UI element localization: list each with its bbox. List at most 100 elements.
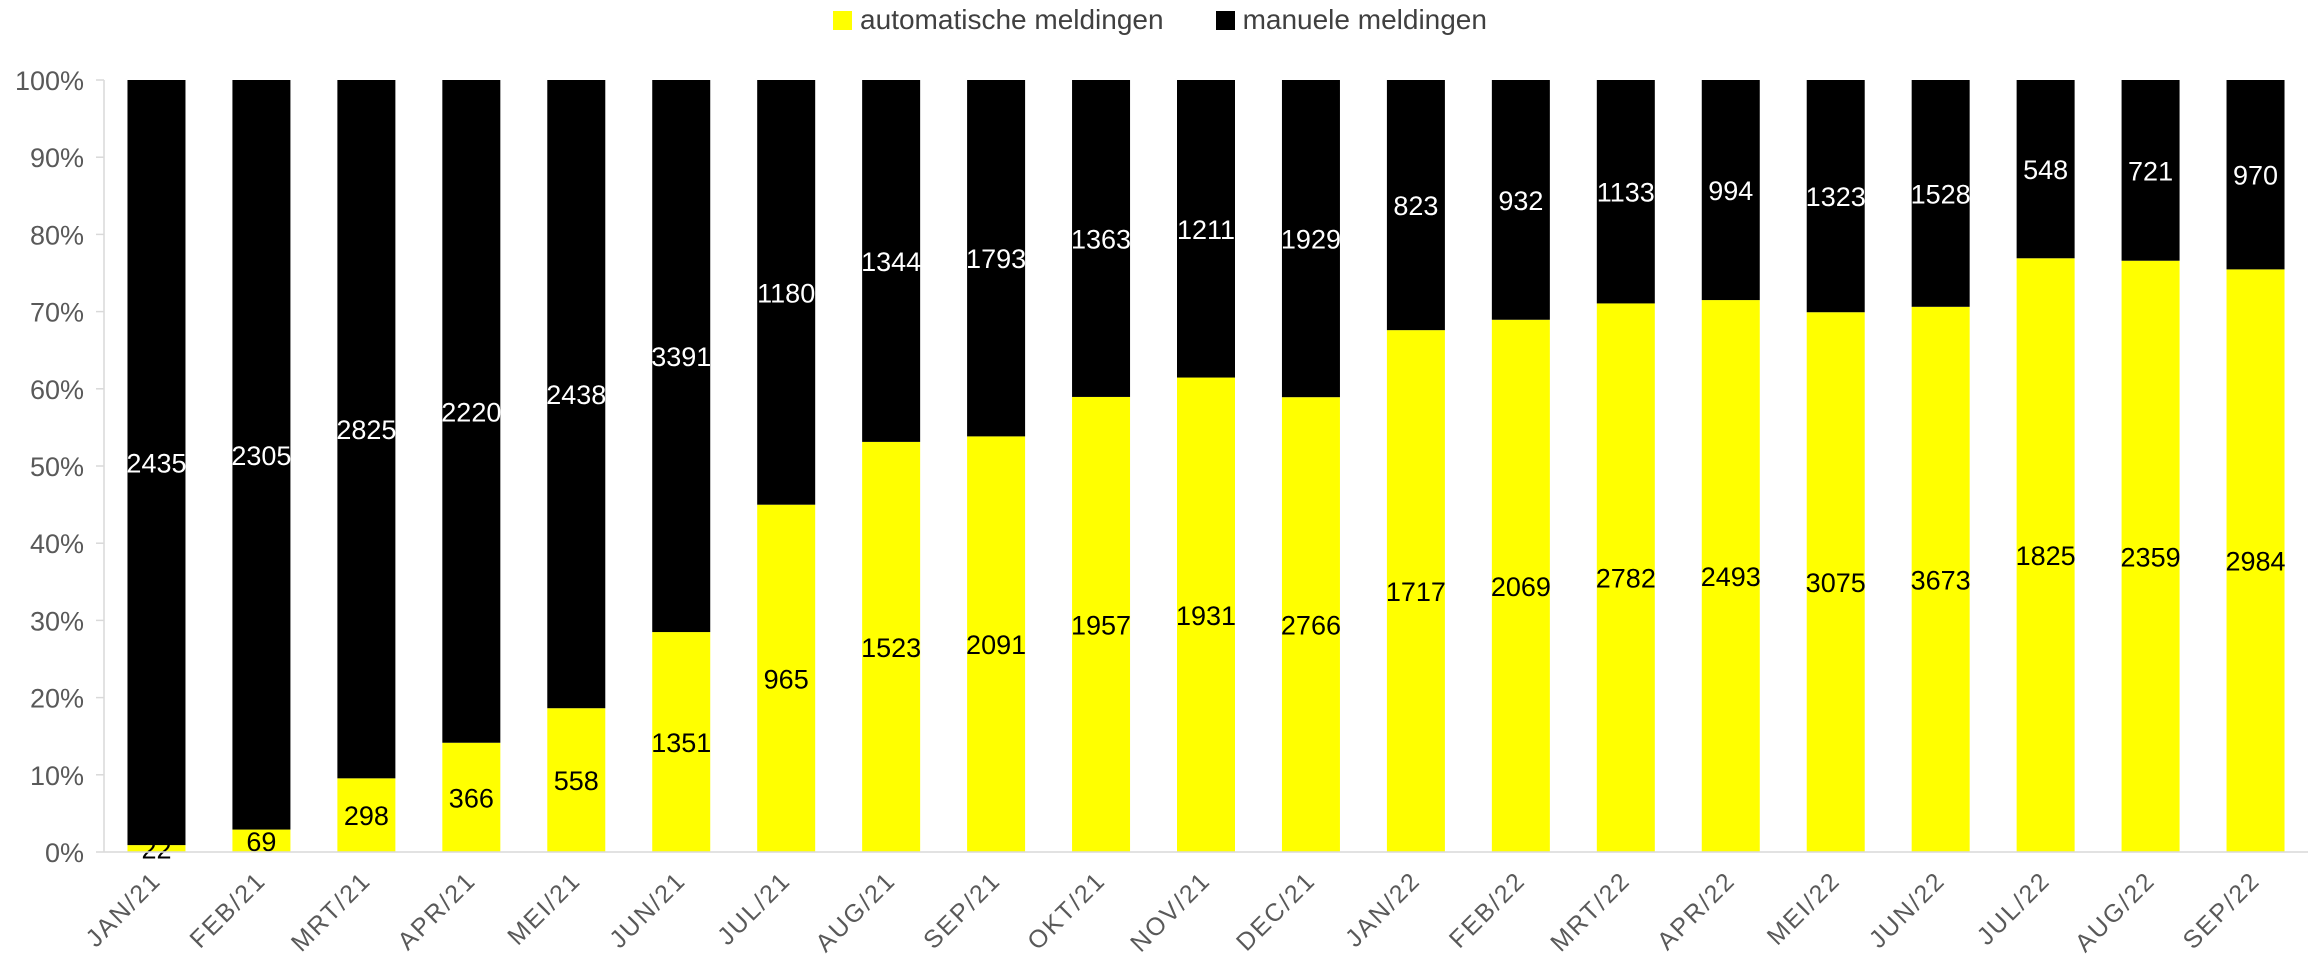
data-label-manual: 1180 bbox=[757, 278, 815, 308]
bar-manual bbox=[652, 80, 711, 633]
x-tick-label: SEP/22 bbox=[2178, 866, 2266, 954]
legend-swatch-manual bbox=[1215, 10, 1235, 30]
data-label-manual: 3391 bbox=[651, 342, 711, 372]
legend-item-automatic: automatische meldingen bbox=[833, 4, 1164, 36]
x-tick-label: DEC/21 bbox=[1231, 866, 1321, 956]
data-label-manual: 1793 bbox=[966, 244, 1026, 274]
x-tick-label: AUG/22 bbox=[2070, 866, 2161, 957]
data-label-automatic: 3673 bbox=[1911, 565, 1971, 595]
bar-manual bbox=[1177, 80, 1235, 378]
bar-manual bbox=[337, 80, 396, 779]
bar-manual bbox=[1491, 80, 1550, 320]
x-tick-label: OKT/21 bbox=[1022, 866, 1111, 955]
bar-automatic bbox=[1596, 303, 1655, 852]
x-tick-label: JUN/21 bbox=[604, 866, 691, 953]
bar-automatic bbox=[1491, 319, 1550, 852]
y-tick-label: 30% bbox=[30, 606, 84, 636]
x-tick-label: FEB/22 bbox=[1444, 866, 1531, 953]
x-tick-label: MRT/22 bbox=[1545, 866, 1636, 957]
data-label-automatic: 298 bbox=[344, 801, 389, 831]
bar-automatic bbox=[1281, 397, 1340, 852]
data-label-manual: 2220 bbox=[441, 397, 501, 427]
bar-automatic bbox=[862, 441, 921, 852]
data-label-automatic: 2493 bbox=[1701, 562, 1761, 592]
x-tick-label: MEI/21 bbox=[502, 866, 586, 950]
data-label-automatic: 2766 bbox=[1281, 611, 1341, 641]
bar-automatic bbox=[757, 504, 816, 852]
bar-manual bbox=[2016, 80, 2075, 259]
data-label-automatic: 2069 bbox=[1491, 572, 1551, 602]
data-label-automatic: 2359 bbox=[2121, 542, 2181, 572]
y-tick-label: 70% bbox=[30, 298, 84, 328]
data-label-automatic: 3075 bbox=[1806, 568, 1866, 598]
legend-item-manual: manuele meldingen bbox=[1215, 4, 1487, 36]
legend-swatch-automatic bbox=[833, 10, 853, 30]
data-label-manual: 1528 bbox=[1911, 179, 1971, 209]
data-label-manual: 1929 bbox=[1281, 225, 1341, 255]
legend-label-manual: manuele meldingen bbox=[1242, 4, 1487, 35]
data-label-manual: 994 bbox=[1708, 176, 1753, 206]
y-tick-label: 10% bbox=[30, 761, 84, 791]
bar-manual bbox=[547, 80, 606, 709]
bar-automatic bbox=[1911, 306, 1970, 852]
y-tick-label: 20% bbox=[30, 684, 84, 714]
data-label-automatic: 1351 bbox=[651, 728, 711, 758]
bar-automatic bbox=[967, 436, 1026, 852]
bar-automatic bbox=[2226, 269, 2285, 853]
x-tick-label: NOV/21 bbox=[1125, 866, 1216, 957]
data-label-automatic: 1523 bbox=[861, 633, 921, 663]
data-label-manual: 1133 bbox=[1597, 178, 1655, 208]
bar-automatic bbox=[232, 829, 291, 852]
y-tick-label: 100% bbox=[15, 66, 84, 96]
bar-manual bbox=[1386, 80, 1445, 331]
x-tick-label: AUG/21 bbox=[810, 866, 901, 957]
data-label-manual: 2435 bbox=[126, 449, 186, 479]
data-label-automatic: 2782 bbox=[1596, 564, 1656, 594]
data-label-manual: 548 bbox=[2023, 155, 2068, 185]
bar-automatic bbox=[1177, 377, 1235, 852]
bar-manual bbox=[232, 80, 291, 830]
data-label-manual: 721 bbox=[2128, 156, 2173, 186]
bar-automatic bbox=[547, 708, 606, 852]
bar-manual bbox=[1072, 80, 1131, 397]
bar-automatic bbox=[1806, 312, 1865, 852]
x-tick-label: FEB/21 bbox=[184, 866, 271, 953]
chart-legend: automatische meldingen manuele meldingen bbox=[0, 4, 2320, 36]
bar-manual bbox=[442, 80, 501, 743]
x-tick-label: JUN/22 bbox=[1864, 866, 1951, 953]
bar-manual bbox=[1281, 80, 1340, 398]
bar-automatic bbox=[652, 632, 711, 852]
data-label-manual: 970 bbox=[2233, 161, 2278, 191]
bar-automatic bbox=[2121, 260, 2180, 853]
y-tick-label: 60% bbox=[30, 375, 84, 405]
x-tick-label: APR/21 bbox=[392, 866, 481, 955]
data-label-manual: 823 bbox=[1393, 191, 1438, 221]
data-label-automatic: 1957 bbox=[1071, 610, 1131, 640]
bar-manual bbox=[1701, 80, 1760, 301]
bar-automatic bbox=[2016, 258, 2075, 853]
y-tick-label: 90% bbox=[30, 143, 84, 173]
data-label-automatic: 2984 bbox=[2225, 547, 2285, 577]
y-tick-label: 0% bbox=[45, 838, 84, 868]
data-label-automatic: 2091 bbox=[966, 630, 1026, 660]
x-tick-label: MEI/22 bbox=[1762, 866, 1846, 950]
bar-automatic bbox=[1386, 330, 1445, 853]
bar-automatic bbox=[127, 845, 186, 852]
bar-manual bbox=[1806, 80, 1865, 313]
x-tick-label: JAN/22 bbox=[1340, 866, 1426, 952]
bar-manual bbox=[127, 80, 186, 846]
bar-manual bbox=[862, 80, 921, 442]
x-tick-label: JAN/21 bbox=[80, 866, 166, 952]
data-label-automatic: 1931 bbox=[1176, 601, 1236, 631]
data-label-automatic: 558 bbox=[554, 766, 599, 796]
bar-automatic bbox=[442, 742, 501, 852]
bar-manual bbox=[967, 80, 1026, 437]
bar-manual bbox=[2121, 80, 2180, 261]
data-label-automatic: 1717 bbox=[1386, 577, 1446, 607]
data-label-manual: 1363 bbox=[1071, 224, 1131, 254]
bar-automatic bbox=[1072, 396, 1131, 852]
bar-manual bbox=[757, 80, 816, 505]
data-label-manual: 2825 bbox=[336, 415, 396, 445]
data-label-manual: 1323 bbox=[1806, 182, 1866, 212]
